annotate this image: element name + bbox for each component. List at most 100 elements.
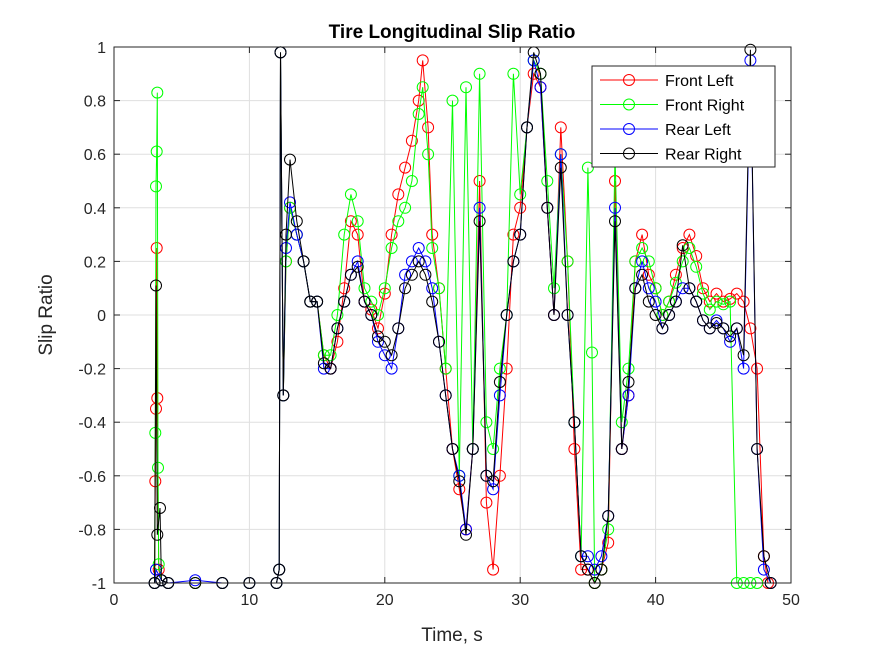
data-point — [487, 563, 500, 576]
data-point — [697, 287, 709, 300]
data-point — [399, 161, 412, 174]
x-tick-label: 30 — [511, 592, 529, 609]
data-point — [399, 201, 412, 214]
data-point — [426, 282, 439, 295]
data-point — [656, 309, 669, 321]
data-point — [683, 228, 696, 241]
data-point — [690, 260, 703, 273]
data-point — [358, 282, 371, 295]
data-point — [331, 335, 344, 348]
data-point — [358, 295, 371, 308]
data-point — [480, 416, 493, 429]
y-tick-label: 0 — [97, 308, 106, 325]
chart-title: Tire Longitudinal Slip Ratio — [329, 22, 576, 43]
data-point — [273, 563, 286, 576]
legend-entry: Front Left — [665, 73, 734, 90]
data-point — [338, 295, 351, 308]
data-point — [690, 295, 703, 308]
data-point — [152, 558, 165, 571]
data-point — [405, 134, 418, 147]
data-point — [152, 461, 164, 474]
data-point — [277, 389, 290, 402]
data-point — [581, 563, 594, 576]
data-point — [507, 67, 520, 80]
data-point — [703, 295, 716, 308]
data-point — [737, 349, 750, 362]
y-tick-label: -0.4 — [78, 415, 106, 432]
data-point — [676, 255, 689, 268]
data-point — [757, 563, 770, 576]
data-point — [649, 309, 662, 321]
data-point — [412, 108, 425, 120]
data-point — [284, 196, 296, 209]
data-point — [581, 550, 594, 563]
data-point — [649, 295, 662, 308]
data-point — [751, 362, 764, 375]
data-point — [602, 523, 615, 536]
data-point — [568, 416, 581, 429]
data-point — [419, 255, 432, 268]
data-point — [151, 86, 164, 99]
data-point — [416, 81, 429, 94]
data-point — [703, 303, 716, 316]
data-point — [554, 148, 567, 161]
y-tick-label: 0.8 — [84, 94, 106, 111]
data-point — [595, 563, 608, 576]
data-point — [150, 279, 162, 292]
data-point — [385, 349, 398, 362]
data-point — [280, 228, 292, 241]
data-point — [473, 67, 486, 80]
data-point — [378, 282, 391, 295]
data-point — [392, 215, 405, 228]
data-point — [514, 228, 527, 241]
data-point — [385, 362, 398, 375]
data-point — [151, 392, 164, 405]
data-point — [405, 255, 418, 268]
data-point — [487, 483, 500, 496]
y-tick-label: 0.6 — [84, 147, 106, 164]
data-point — [541, 201, 554, 214]
data-point — [636, 255, 649, 268]
data-point — [372, 309, 384, 321]
y-tick-label: -1 — [92, 576, 106, 593]
data-point — [150, 145, 163, 158]
data-point — [378, 335, 391, 348]
data-point — [365, 309, 378, 321]
data-point — [405, 175, 418, 187]
data-point — [344, 268, 357, 281]
x-tick-label: 0 — [110, 592, 119, 609]
data-point — [473, 175, 486, 187]
data-point — [297, 255, 310, 268]
data-point — [446, 94, 459, 107]
x-tick-label: 50 — [782, 592, 800, 609]
x-tick-label: 40 — [647, 592, 665, 609]
data-point — [399, 282, 412, 295]
data-point — [324, 362, 337, 375]
data-point — [636, 242, 649, 254]
data-point — [724, 295, 737, 308]
data-point — [554, 161, 567, 174]
data-point — [426, 295, 439, 308]
data-point — [669, 295, 682, 308]
data-point — [460, 528, 472, 541]
data-point — [480, 496, 493, 509]
data-point — [521, 121, 533, 134]
data-point — [534, 67, 547, 80]
legend-marker — [623, 147, 635, 160]
x-tick-label: 10 — [241, 592, 259, 609]
data-point — [460, 523, 472, 536]
data-point — [554, 121, 567, 134]
data-point — [466, 443, 479, 455]
data-point — [636, 268, 649, 281]
data-point — [676, 242, 689, 254]
data-point — [683, 242, 696, 254]
data-point — [642, 295, 655, 308]
data-point — [344, 215, 357, 228]
data-point — [311, 295, 324, 308]
data-point — [602, 536, 615, 549]
data-point — [514, 188, 527, 201]
data-point — [615, 443, 628, 455]
data-point — [683, 282, 696, 295]
data-point — [433, 335, 445, 348]
